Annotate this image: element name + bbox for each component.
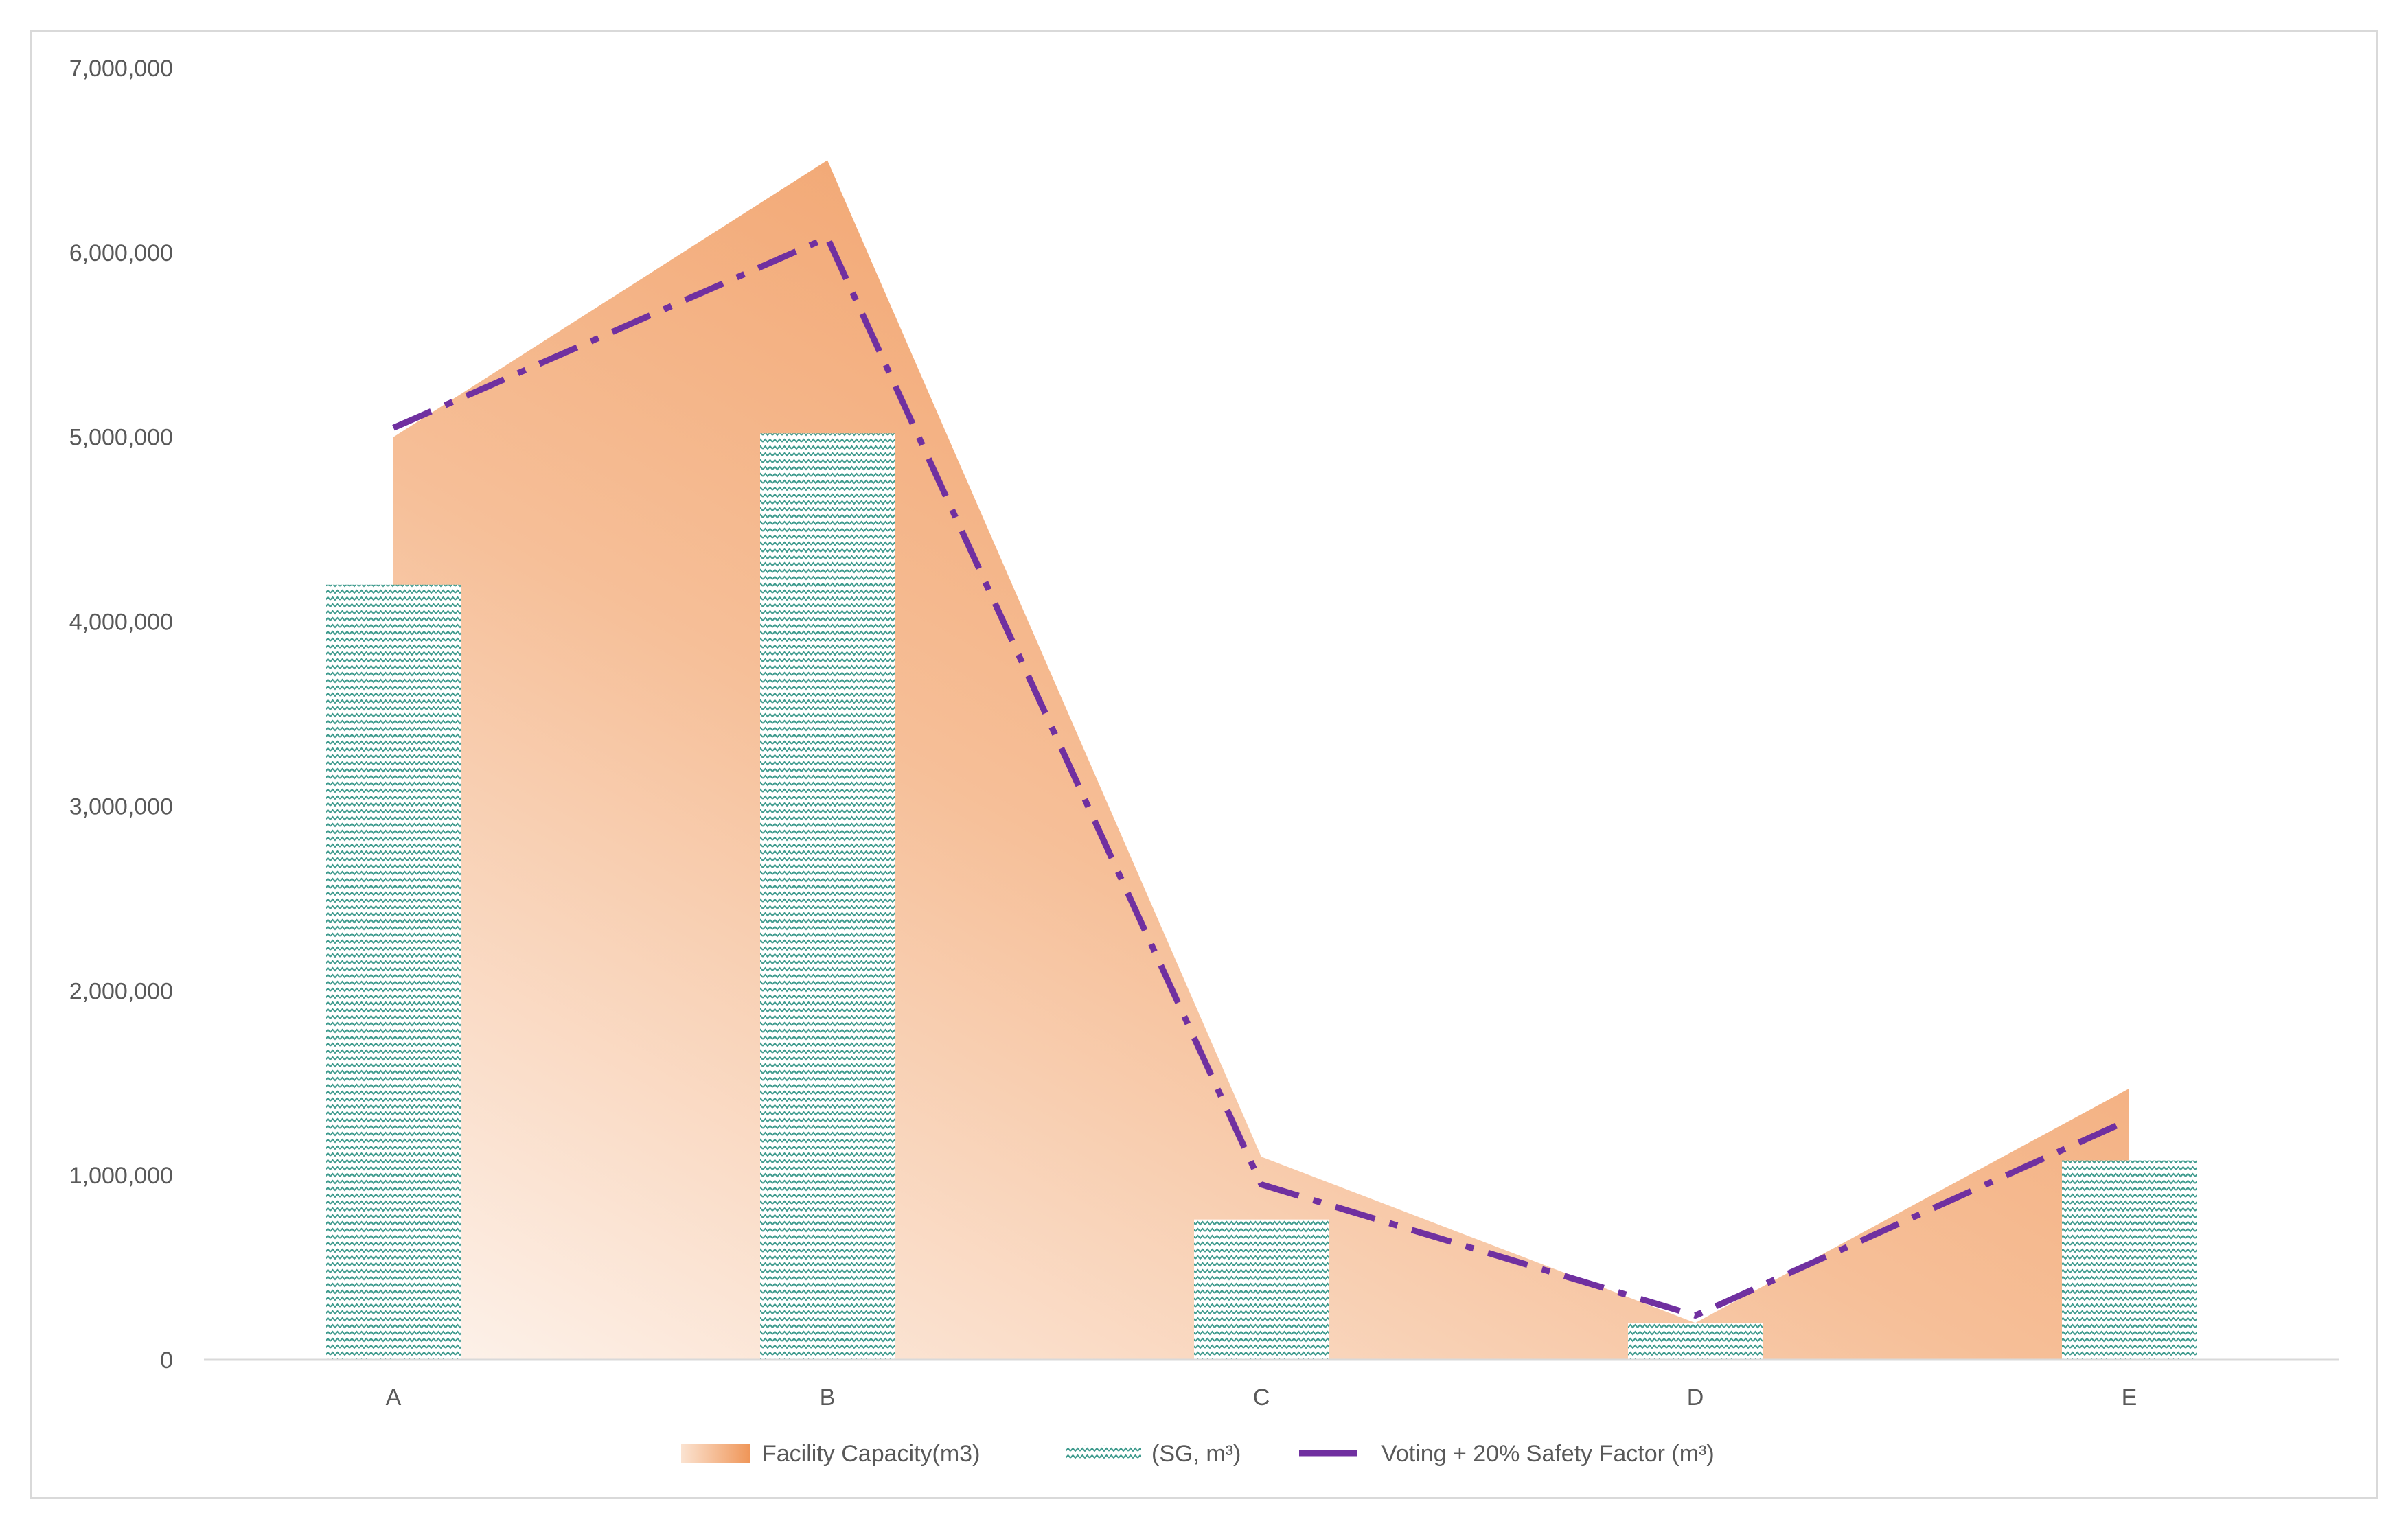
legend-swatch-area xyxy=(681,1444,750,1463)
chart-frame: 0 1,000,000 2,000,000 3,000,000 4,000,000 5,0… xyxy=(30,30,2378,1499)
chart-svg: 0 1,000,000 2,000,000 3,000,000 4,000,000 5,0… xyxy=(69,56,2339,1467)
x-tick-label: E xyxy=(2122,1384,2137,1411)
y-tick-label: 7,000,000 xyxy=(69,56,173,82)
legend-swatch-bar xyxy=(1066,1445,1141,1461)
x-tick-label: A xyxy=(386,1384,402,1411)
legend-label-line: Voting + 20% Safety Factor (m³) xyxy=(1381,1441,1715,1467)
x-tick-label: D xyxy=(1687,1384,1704,1411)
y-tick-label: 3,000,000 xyxy=(69,793,173,820)
bar-sg-e xyxy=(2062,1160,2197,1360)
y-tick-label: 6,000,000 xyxy=(69,240,173,266)
bar-sg-d xyxy=(1628,1323,1763,1360)
legend-label-bar: (SG, m³) xyxy=(1151,1441,1241,1467)
y-tick-label: 0 xyxy=(160,1347,173,1373)
y-tick-label: 1,000,000 xyxy=(69,1163,173,1189)
area-facility-capacity xyxy=(393,160,2129,1360)
bar-sg-a xyxy=(326,584,461,1360)
axis-layer: 0 1,000,000 2,000,000 3,000,000 4,000,000 5,0… xyxy=(69,56,2339,1411)
y-tick-label: 4,000,000 xyxy=(69,610,173,636)
bar-layer xyxy=(326,433,2197,1360)
x-tick-label: C xyxy=(1253,1384,1270,1411)
y-tick-label: 2,000,000 xyxy=(69,978,173,1004)
area-layer xyxy=(393,160,2129,1360)
legend: Facility Capacity(m3) (SG, m³) Voting + 20… xyxy=(681,1441,1715,1467)
legend-label-area: Facility Capacity(m3) xyxy=(762,1441,980,1467)
bar-sg-b xyxy=(760,433,895,1360)
line-layer xyxy=(392,234,2131,1319)
y-tick-label: 5,000,000 xyxy=(69,425,173,451)
bar-sg-c xyxy=(1194,1219,1329,1360)
x-tick-label: B xyxy=(820,1384,836,1411)
